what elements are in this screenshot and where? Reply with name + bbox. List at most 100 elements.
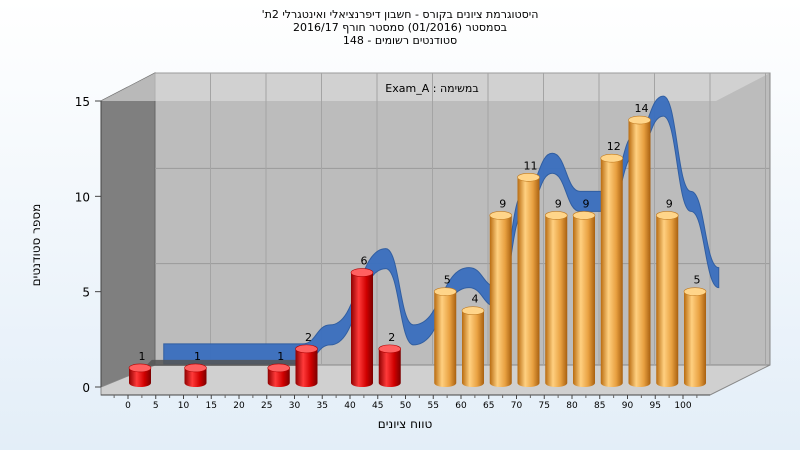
bar-cap [433,287,457,296]
bar-body [656,215,679,387]
bar-cap [628,115,651,125]
x-tick-label: 5 [153,401,159,411]
bar: 1 [184,350,207,387]
bar-cap [683,287,707,296]
x-tick-label: 15 [206,401,217,411]
bar: 5 [683,274,707,387]
x-tick-label: 75 [539,401,550,411]
x-tick-label: 50 [400,401,412,411]
bar: 4 [461,293,485,387]
y-axis-label: מספר סטודנטים [29,204,43,287]
chart-subtitle: במשימה : Exam_A [385,82,478,95]
x-tick-label: 85 [594,401,605,411]
title-line-2: בסמסטר (01/2016) סמסטר חורף 2016/17 [293,21,507,34]
bar-body [462,310,484,387]
bar-cap [184,363,207,373]
bar-body [545,215,568,387]
title-line-3: סטודנטים רשומים - 148 [342,34,458,47]
bar-cap [600,153,624,163]
y-tick-label: 10 [75,190,90,204]
bar-value-label: 5 [444,274,451,287]
bar: 2 [295,331,318,387]
bar: 1 [128,350,152,387]
x-tick-label: 25 [261,401,272,411]
bar-body [684,291,706,387]
bar-value-label: 2 [305,331,312,344]
side-wall [100,72,156,388]
bar: 6 [350,255,374,387]
trend-shadow [145,359,307,366]
bar-value-label: 11 [524,159,538,172]
bar-body [517,177,540,387]
bar-body [295,348,318,387]
bar: 5 [433,274,457,387]
bar-value-label: 5 [694,274,701,287]
x-tick-label: 100 [674,401,691,411]
bar-cap [350,268,374,277]
bar-cap [128,363,152,373]
bar-body [378,348,401,387]
x-tick-label: 0 [125,401,131,411]
bar-value-label: 12 [607,140,621,153]
x-tick-label: 95 [650,401,661,411]
bar: 12 [600,140,624,387]
bar-cap [544,211,568,220]
bar: 2 [378,331,402,387]
y-tick-label: 0 [82,381,90,395]
title-line-1: היסטוגרמת ציונים בקורס - חשבון דיפרנציאל… [261,8,539,21]
bar-value-label: 2 [388,331,395,344]
bar: 9 [572,197,596,387]
bar-value-label: 9 [555,197,562,210]
bar-value-label: 14 [635,102,649,115]
x-tick-label: 35 [317,401,328,411]
bar-value-label: 1 [277,350,284,363]
bar: 9 [655,197,679,387]
bar-cap [489,211,513,220]
bar: 1 [267,350,291,387]
bar-cap [461,306,485,316]
y-tick-label: 15 [75,95,90,109]
bar: 11 [517,159,540,387]
bar-value-label: 9 [583,197,590,210]
bar-body [600,158,623,387]
chart-title: היסטוגרמת ציונים בקורס - חשבון דיפרנציאל… [0,8,800,47]
y-tick-label: 5 [82,286,90,300]
x-tick-label: 40 [344,401,356,411]
bar: 9 [489,197,513,387]
x-tick-label: 30 [289,401,301,411]
bar-value-label: 1 [194,350,201,363]
y-axis: 0 5 10 15 [75,95,102,395]
bar-body [489,215,512,387]
x-tick-label: 80 [566,401,578,411]
x-tick-label: 65 [483,401,494,411]
x-tick-label: 10 [178,401,190,411]
x-tick-label: 70 [511,401,523,411]
bar-value-label: 1 [139,350,146,363]
bar-body [267,367,290,387]
bar-cap [378,344,402,354]
bar-value-label: 9 [499,197,506,210]
bar-cap [655,211,679,220]
bar-cap [295,344,318,354]
bar-cap [517,172,540,182]
bar: 14 [628,102,651,388]
bar-body [628,120,651,388]
bar-cap [572,211,596,220]
bar-body [434,291,457,387]
x-tick-label: 60 [455,401,467,411]
x-tick-label: 90 [622,401,634,411]
bar-body [573,215,595,387]
bar-value-label: 9 [666,197,673,210]
x-axis: 0 5 10 15 20 25 30 35 40 45 50 55 60 65 70 75 80 85 90 95 10… [101,394,710,411]
x-tick-label: 55 [428,401,439,411]
x-tick-label: 45 [372,401,383,411]
bar-body [129,367,151,387]
bar: 9 [544,197,568,387]
bar-body [351,272,373,387]
top-edge [101,73,770,101]
x-tick-label: 20 [233,401,245,411]
bar-cap [267,363,291,373]
